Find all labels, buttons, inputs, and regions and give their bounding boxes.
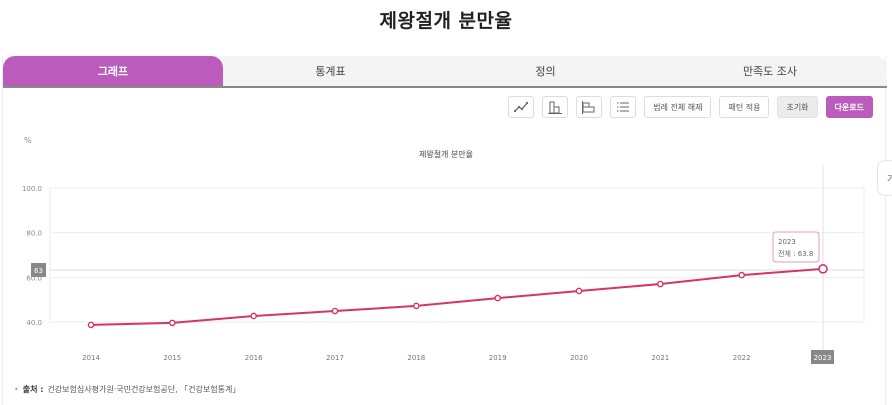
line-chart-icon — [514, 101, 529, 113]
svg-text:2020: 2020 — [570, 354, 588, 362]
crosshair-y-label: 63 — [31, 263, 46, 277]
page-title: 제왕절개 분만율 — [379, 10, 513, 32]
x-axis-ticks: 2014 2015 2016 2017 2018 2019 2020 2021 2022 — [82, 354, 750, 362]
tab-definition[interactable]: 정의 — [535, 65, 556, 78]
series-total[interactable] — [87, 264, 828, 329]
font-size-side-tab[interactable]: 가 — [877, 160, 892, 196]
svg-text:2021: 2021 — [651, 354, 669, 362]
y-axis-ticks: 40.0 60.0 80.0 100.0 — [22, 185, 42, 327]
svg-text:2017: 2017 — [326, 354, 344, 362]
bar-chart-button[interactable] — [542, 96, 569, 118]
list-icon — [617, 102, 630, 112]
y-axis-unit: % — [24, 136, 32, 145]
chart-toolbar: 범례 전체 해제 패턴 적용 초기화 다운로드 — [508, 96, 873, 118]
line-chart-button[interactable] — [508, 96, 535, 118]
crosshair-x-label: 2023 — [811, 350, 834, 364]
source-text: 건강보험심사평가원·국민건강보험공단, 「건강보험통계」 — [47, 385, 241, 394]
bullet-icon: • — [14, 385, 19, 394]
svg-text:80.0: 80.0 — [26, 230, 42, 238]
tab-satisfaction-survey[interactable]: 만족도 조사 — [742, 65, 798, 78]
download-button[interactable]: 다운로드 — [825, 96, 873, 118]
tab-stats-table[interactable]: 통계표 — [315, 65, 346, 78]
chart-title: 제왕절개 분만율 — [419, 149, 473, 159]
horizontal-bar-chart-icon — [582, 100, 595, 114]
reset-button[interactable]: 초기화 — [777, 96, 818, 118]
svg-text:100.0: 100.0 — [22, 185, 42, 193]
svg-text:2023: 2023 — [814, 354, 832, 362]
svg-text:2018: 2018 — [407, 354, 425, 362]
chart-panel: 그래프 통계표 정의 만족도 조사 — [2, 56, 887, 405]
tooltip: 2023 전체 : 63.8 — [772, 231, 820, 263]
svg-text:2014: 2014 — [82, 354, 100, 362]
source-label: 출처 : — [22, 385, 44, 394]
svg-text:전체 : 63.8: 전체 : 63.8 — [778, 249, 813, 258]
svg-text:2016: 2016 — [245, 354, 263, 362]
list-button[interactable] — [610, 96, 637, 118]
tab-bar: 그래프 통계표 정의 만족도 조사 — [3, 56, 887, 88]
svg-text:63: 63 — [34, 267, 43, 275]
bar-chart-icon — [548, 101, 563, 114]
svg-text:2015: 2015 — [163, 354, 181, 362]
svg-text:2022: 2022 — [733, 354, 751, 362]
svg-text:40.0: 40.0 — [26, 319, 42, 327]
svg-text:2023: 2023 — [778, 238, 796, 246]
source-note: • 출처 : 건강보험심사평가원·국민건강보험공단, 「건강보험통계」 — [14, 384, 240, 395]
side-tab-label: 가 — [887, 175, 892, 185]
svg-text:60.0: 60.0 — [26, 274, 42, 282]
horizontal-bar-chart-button[interactable] — [576, 96, 603, 118]
svg-text:2019: 2019 — [489, 354, 507, 362]
tab-graph[interactable]: 그래프 — [3, 56, 223, 86]
apply-pattern-button[interactable]: 패턴 적용 — [719, 96, 770, 118]
legend-clear-all-button[interactable]: 범례 전체 해제 — [644, 96, 712, 118]
